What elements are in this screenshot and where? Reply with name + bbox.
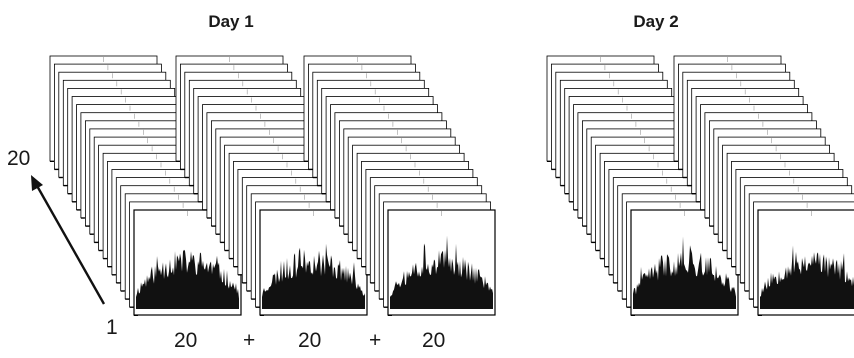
signal-waveform [136, 249, 239, 309]
frame-index-arrow [31, 175, 106, 305]
signal-waveform [760, 245, 854, 309]
arrow-head [31, 175, 43, 191]
arrow-shaft [34, 183, 106, 305]
day2-title: Day 2 [633, 12, 679, 31]
signal-waveform [633, 236, 736, 309]
day1-title: Day 1 [208, 12, 254, 31]
signal-waveform [390, 235, 493, 309]
signal-waveform [262, 243, 365, 309]
axis-end-label: 20 [7, 147, 31, 170]
frame-stack-3 [303, 55, 496, 316]
stack1-count: 20 [174, 329, 198, 352]
axis-start-label: 1 [106, 316, 118, 339]
frame-stack-5 [673, 55, 854, 316]
frame-stack-1 [49, 55, 242, 316]
stack2-count: 20 [298, 329, 322, 352]
stack3-count: 20 [422, 329, 446, 352]
plus-sign-2: + [369, 329, 382, 352]
plus-sign-1: + [243, 329, 256, 352]
